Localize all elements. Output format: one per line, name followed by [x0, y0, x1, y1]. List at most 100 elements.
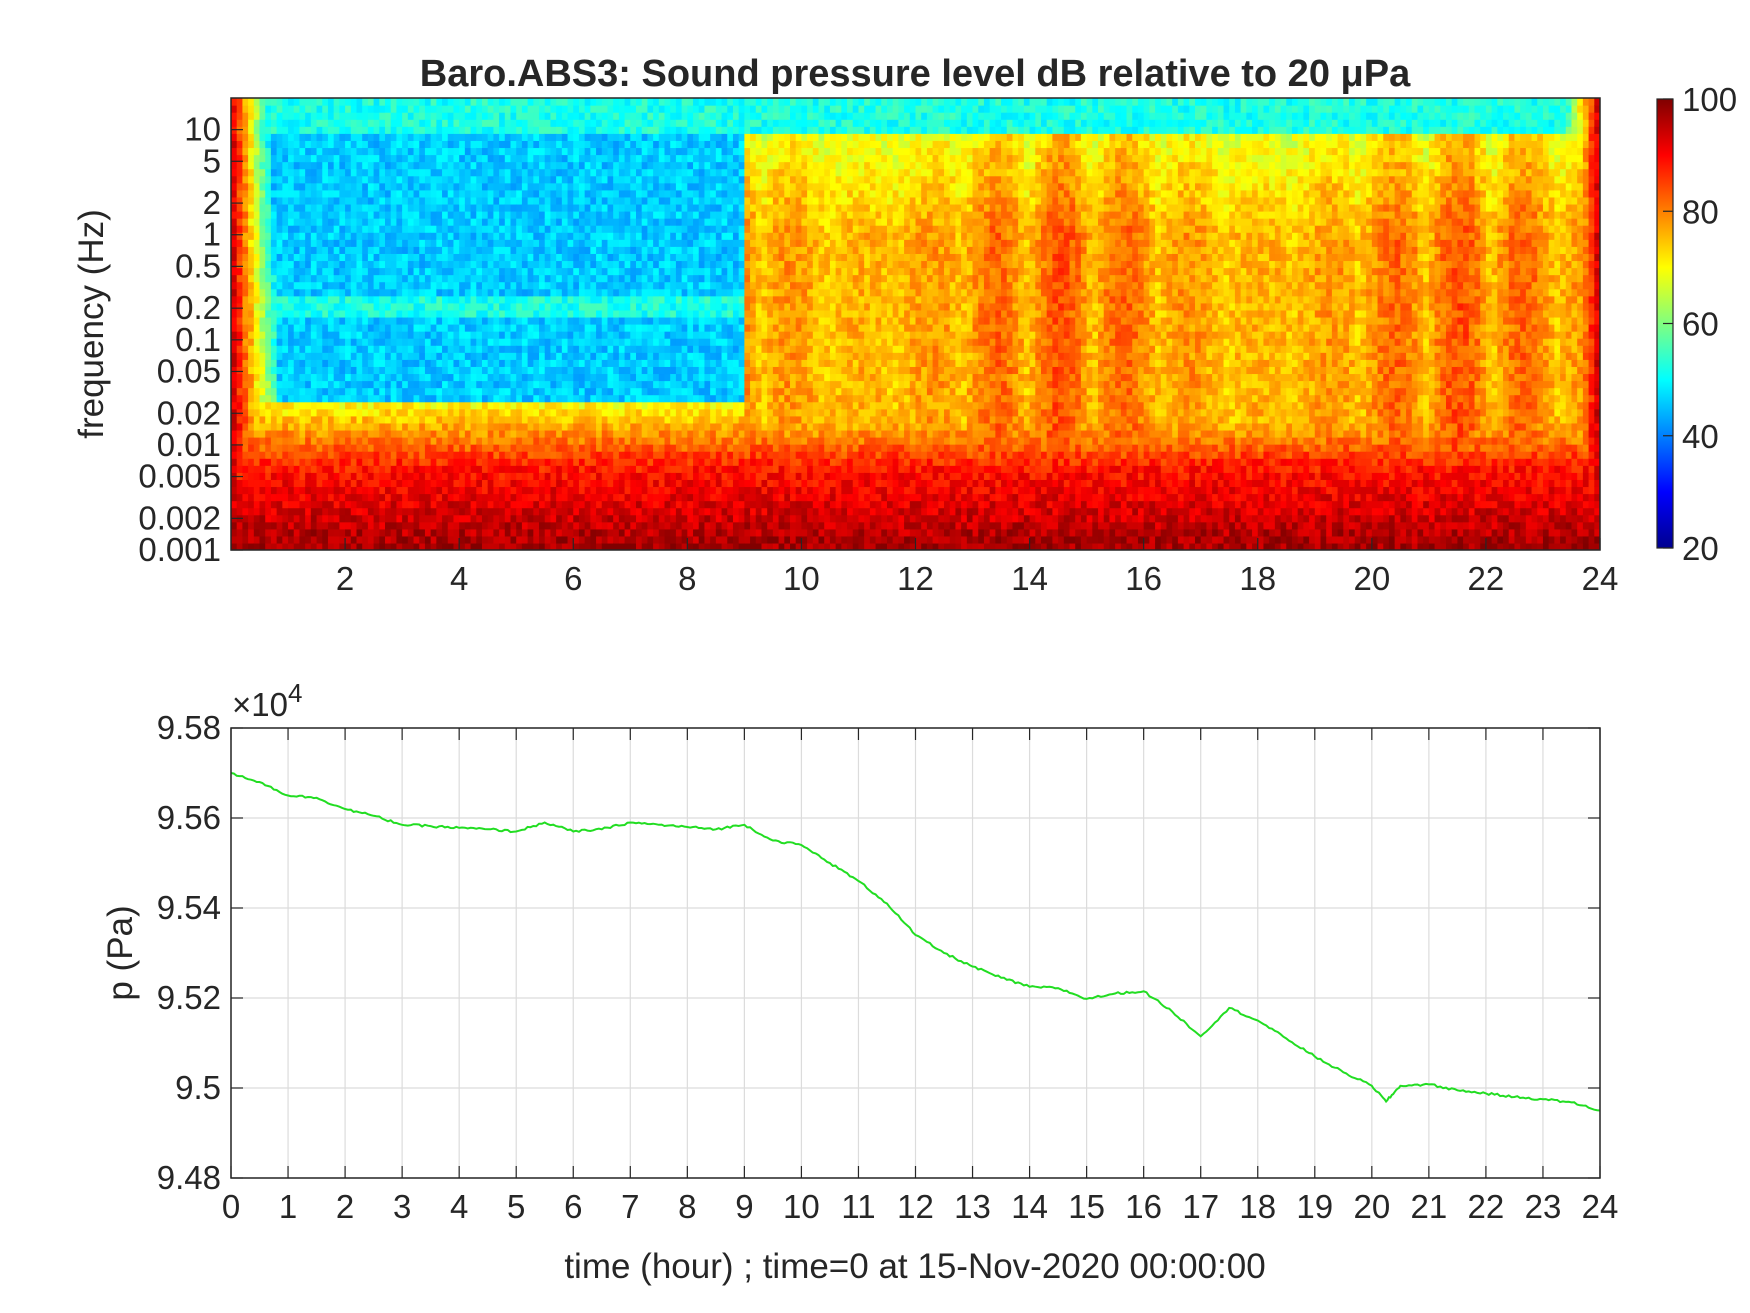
heatmap-cell — [459, 380, 466, 389]
heatmap-cell — [556, 366, 563, 375]
heatmap-cell — [270, 98, 278, 106]
heatmap-cell — [516, 211, 523, 219]
heatmap-cell — [561, 324, 569, 332]
heatmap-cell — [436, 239, 443, 247]
heatmap-cell — [561, 309, 569, 318]
heatmap-cell — [430, 126, 437, 134]
heatmap-cell — [373, 345, 380, 353]
heatmap-cell — [487, 429, 494, 438]
heatmap-cell — [653, 472, 660, 480]
heatmap-cell — [305, 295, 312, 304]
heatmap-cell — [248, 535, 255, 544]
heatmap-cell — [236, 331, 243, 339]
heatmap-cell — [550, 458, 557, 466]
heatmap-cell — [624, 472, 631, 480]
heatmap-cell — [653, 154, 660, 163]
heatmap-cell — [516, 472, 523, 480]
heatmap-cell — [596, 281, 603, 290]
heatmap-cell — [402, 218, 409, 226]
heatmap-cell — [447, 415, 455, 424]
heatmap-cell — [527, 352, 534, 360]
heatmap-cell — [265, 253, 272, 262]
heatmap-cell — [299, 253, 306, 262]
heatmap-cell — [413, 225, 420, 233]
heatmap-cell — [310, 119, 318, 127]
heatmap-cell — [270, 168, 278, 177]
heatmap-cell — [533, 239, 540, 247]
heatmap-cell — [316, 331, 323, 339]
heatmap-cell — [424, 507, 432, 516]
heatmap-cell — [556, 119, 563, 127]
heatmap-cell — [664, 324, 671, 332]
heatmap-cell — [424, 331, 432, 339]
heatmap-cell — [305, 225, 312, 233]
heatmap-cell — [487, 338, 494, 346]
heatmap-cell — [407, 246, 415, 254]
heatmap-cell — [310, 112, 318, 120]
heatmap-cell — [327, 458, 335, 466]
heatmap-cell — [345, 422, 352, 431]
heatmap-cell — [636, 203, 643, 212]
heatmap-cell — [350, 182, 358, 191]
heatmap-cell — [590, 175, 597, 184]
heatmap-cell — [367, 225, 375, 233]
heatmap-cell — [556, 211, 563, 219]
heatmap-cell — [236, 105, 243, 113]
heatmap-cell — [630, 394, 637, 403]
heatmap-cell — [322, 486, 329, 495]
heatmap-cell — [641, 472, 648, 480]
heatmap-cell — [464, 196, 472, 205]
heatmap-cell — [259, 295, 266, 304]
heatmap-cell — [356, 324, 363, 332]
heatmap-cell — [601, 119, 609, 127]
heatmap-cell — [385, 196, 392, 205]
heatmap-cell — [607, 479, 614, 488]
heatmap-cell — [573, 260, 580, 269]
heatmap-cell — [578, 274, 586, 283]
heatmap-cell — [624, 295, 631, 304]
heatmap-cell — [442, 140, 449, 149]
heatmap-cell — [236, 451, 243, 459]
heatmap-cell — [510, 295, 517, 304]
heatmap-cell — [442, 309, 449, 318]
heatmap-cell — [310, 168, 318, 177]
heatmap-cell — [367, 437, 375, 445]
heatmap-cell — [419, 380, 426, 389]
heatmap-cell — [653, 133, 660, 141]
heatmap-cell — [396, 514, 403, 523]
heatmap-cell — [544, 451, 552, 459]
heatmap-cell — [407, 309, 415, 318]
heatmap-cell — [561, 472, 569, 480]
heatmap-cell — [350, 274, 358, 283]
heatmap-cell — [510, 359, 517, 367]
heatmap-cell — [578, 528, 586, 537]
heatmap-cell — [442, 246, 449, 254]
heatmap-cell — [596, 302, 603, 311]
heatmap-cell — [618, 175, 626, 184]
heatmap-cell — [521, 338, 529, 346]
heatmap-cell — [504, 133, 512, 141]
heatmap-cell — [470, 465, 477, 473]
heatmap-cell — [459, 288, 466, 297]
heatmap-cell — [510, 472, 517, 480]
heatmap-cell — [447, 324, 455, 332]
heatmap-cell — [407, 493, 415, 502]
heatmap-cell — [499, 380, 506, 389]
heatmap-cell — [310, 274, 318, 283]
heatmap-cell — [305, 260, 312, 269]
heatmap-cell — [573, 316, 580, 325]
heatmap-cell — [561, 331, 569, 339]
heatmap-cell — [453, 401, 460, 410]
heatmap-cell — [430, 302, 437, 311]
heatmap-cell — [407, 182, 415, 191]
heatmap-cell — [265, 105, 272, 113]
heatmap-cell — [253, 105, 261, 113]
heatmap-cell — [499, 281, 506, 290]
heatmap-cell — [299, 380, 306, 389]
heatmap-cell — [379, 253, 386, 262]
heatmap-cell — [282, 309, 289, 318]
heatmap-cell — [567, 309, 574, 318]
heatmap-cell — [544, 253, 552, 262]
heatmap-cell — [647, 203, 654, 212]
heatmap-cell — [327, 147, 335, 156]
